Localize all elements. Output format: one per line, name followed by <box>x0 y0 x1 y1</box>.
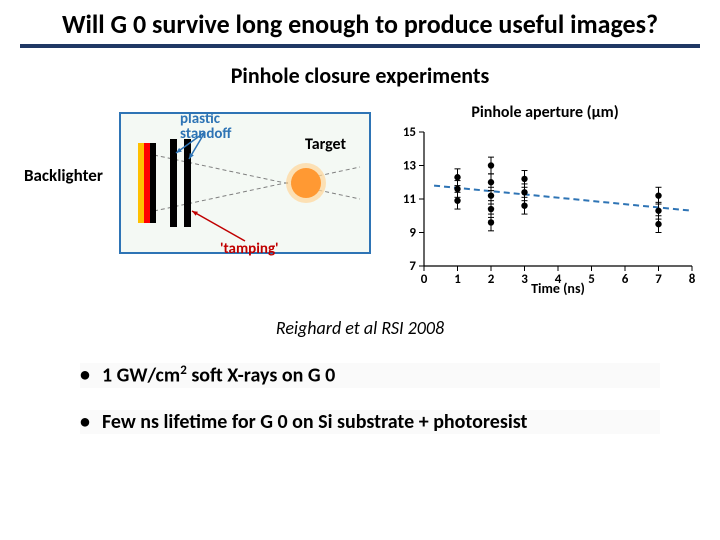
scatter-chart: Pinhole aperture (µm) 01234567879111315T… <box>390 103 700 301</box>
bullet-1-pre: 1 GW/cm <box>102 364 180 388</box>
citation: Reighard et al RSI 2008 <box>20 317 700 339</box>
svg-text:2: 2 <box>488 272 495 287</box>
subtitle: Pinhole closure experiments <box>20 62 700 89</box>
chart-title: Pinhole aperture (µm) <box>390 103 700 122</box>
schematic-diagram: Backlighterplasticstandoff'tamping'Targe… <box>20 103 380 268</box>
svg-text:13: 13 <box>403 159 417 174</box>
bullet-list: 1 GW/cm2 soft X-rays on G 0 Few ns lifet… <box>80 363 660 434</box>
svg-text:8: 8 <box>689 272 696 287</box>
svg-text:Time (ns): Time (ns) <box>531 280 585 296</box>
page-title: Will G 0 survive long enough to produce … <box>20 8 700 40</box>
svg-text:11: 11 <box>403 192 417 207</box>
bullet-2: Few ns lifetime for G 0 on Si substrate … <box>80 410 660 434</box>
svg-text:7: 7 <box>409 259 416 274</box>
svg-text:7: 7 <box>655 272 662 287</box>
svg-text:Backlighter: Backlighter <box>24 165 103 186</box>
svg-text:1: 1 <box>454 272 461 287</box>
svg-text:5: 5 <box>588 272 595 287</box>
svg-text:3: 3 <box>521 272 528 287</box>
svg-text:0: 0 <box>421 272 428 287</box>
svg-text:15: 15 <box>403 126 416 140</box>
svg-text:9: 9 <box>409 226 416 241</box>
bullet-1: 1 GW/cm2 soft X-rays on G 0 <box>80 363 660 388</box>
title-underline <box>20 44 700 48</box>
figure-row: Backlighterplasticstandoff'tamping'Targe… <box>20 103 700 301</box>
bullet-1-sup: 2 <box>180 363 187 378</box>
svg-text:'tamping': 'tamping' <box>220 240 279 258</box>
svg-text:Target: Target <box>305 135 346 154</box>
svg-text:6: 6 <box>622 272 629 287</box>
bullet-1-post: soft X-rays on G 0 <box>187 364 335 388</box>
